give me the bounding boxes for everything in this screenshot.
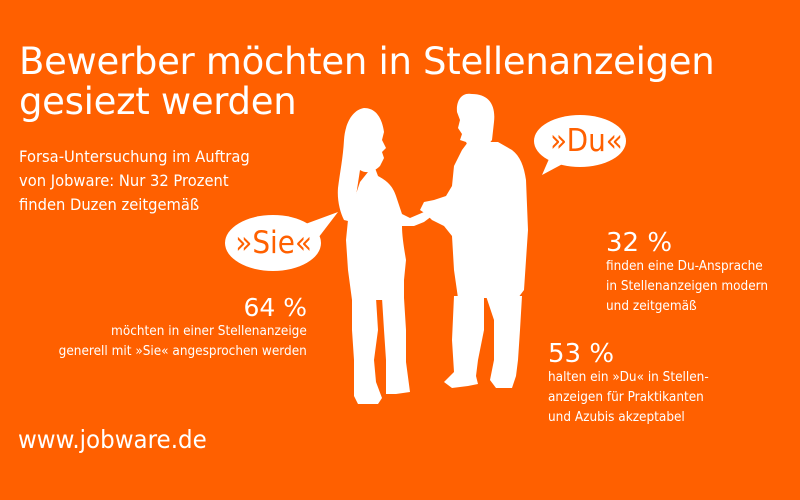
stat-32-value: 32 % xyxy=(606,228,673,258)
man-silhouette-icon xyxy=(420,93,528,388)
subheadline-line-2: von Jobware: Nur 32 Prozent xyxy=(19,171,229,190)
stat-64-desc-line-2: generell mit »Sie« angesprochen werden xyxy=(58,344,307,359)
speech-bubble-sie-icon xyxy=(225,212,338,271)
subheadline: Forsa-Untersuchung im Auftrag von Jobwar… xyxy=(19,145,250,217)
stat-64-value: 64 % xyxy=(243,293,307,322)
stat-64-desc-line-1: möchten in einer Stellenanzeige xyxy=(111,324,307,339)
woman-silhouette-icon xyxy=(337,108,432,404)
stat-32-desc-line-2: in Stellenanzeigen modern xyxy=(606,279,769,294)
stat-32-desc-line-1: finden eine Du-Ansprache xyxy=(606,259,763,274)
subheadline-line-1: Forsa-Untersuchung im Auftrag xyxy=(19,147,250,166)
website-url: www.jobware.de xyxy=(18,425,207,454)
stat-32-percent: 32 % finden eine Du-Ansprache in Stellen… xyxy=(606,229,780,317)
headline-line-1: Bewerber möchten in Stellenanzeigen xyxy=(19,40,715,83)
stat-53-desc-line-1: halten ein »Du« in Stellen- xyxy=(548,370,709,385)
speech-bubble-du-icon xyxy=(534,115,626,175)
headline-line-2: gesiezt werden xyxy=(19,80,297,123)
stat-53-percent: 53 % halten ein »Du« in Stellen- anzeige… xyxy=(548,340,721,428)
stat-53-desc-line-3: und Azubis akzeptabel xyxy=(548,410,685,425)
headline: Bewerber möchten in Stellenanzeigen gesi… xyxy=(19,40,715,123)
du-bubble-label: »Du« xyxy=(550,123,623,159)
subheadline-line-3: finden Duzen zeitgemäß xyxy=(19,195,200,214)
stat-53-value: 53 % xyxy=(548,339,615,369)
sie-bubble-label: »Sie« xyxy=(235,225,313,261)
stat-53-desc-line-2: anzeigen für Praktikanten xyxy=(548,390,704,405)
stat-32-desc-line-3: und zeitgemäß xyxy=(606,299,697,314)
stat-64-percent: 64 % möchten in einer Stellenanzeige gen… xyxy=(40,294,307,362)
